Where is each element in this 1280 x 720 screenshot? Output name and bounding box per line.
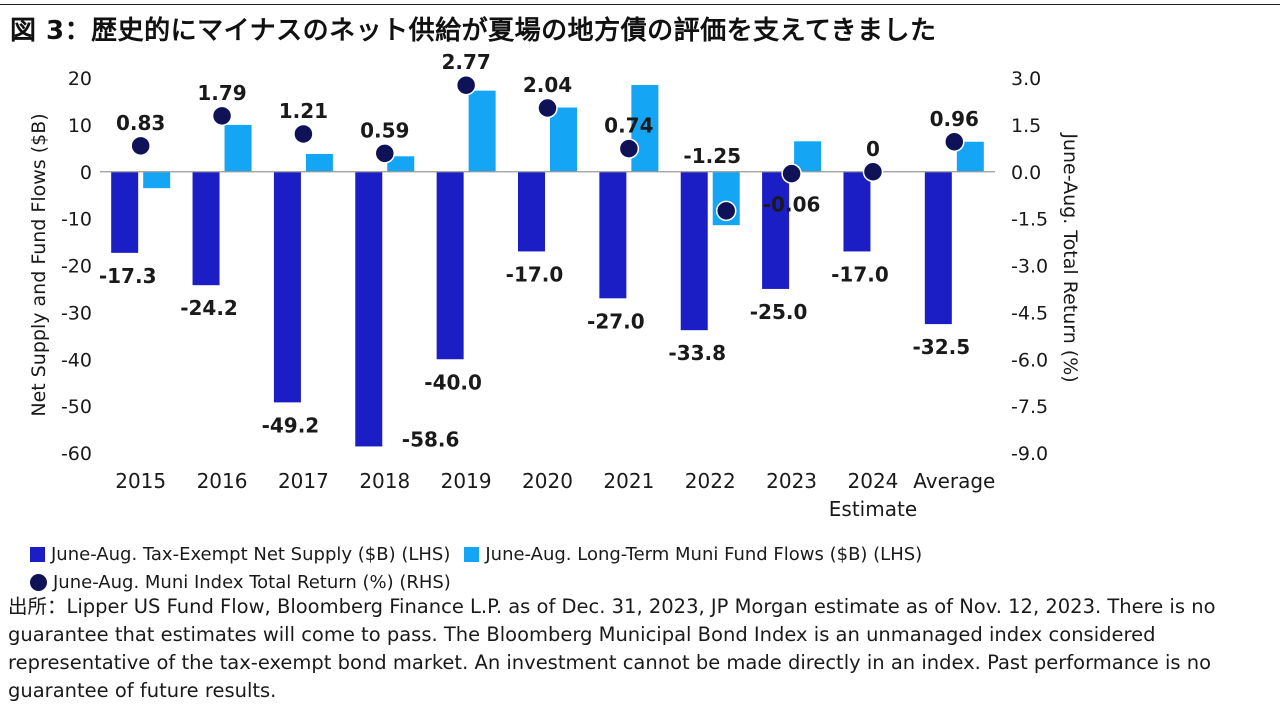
y-tick-label: -40 <box>61 349 92 371</box>
top-rule <box>0 4 1280 5</box>
legend-label-net-supply: June-Aug. Tax-Exempt Net Supply ($B) (LH… <box>51 543 451 565</box>
return-point <box>293 123 314 145</box>
return-data-label: -1.25 <box>683 144 741 168</box>
y2-tick-label: -1.5 <box>1011 209 1048 231</box>
y2-tick-label: -3.0 <box>1011 256 1048 278</box>
x-tick-label: Estimate <box>829 497 917 521</box>
return-point <box>537 97 558 119</box>
y2-tick-label: -4.5 <box>1011 302 1048 324</box>
y2-tick-label: -7.5 <box>1011 396 1048 418</box>
y-tick-label: -10 <box>61 209 92 231</box>
x-tick-label: 2021 <box>603 469 654 493</box>
net-supply-data-label: -27.0 <box>587 309 645 333</box>
net-supply-data-label: -58.6 <box>402 427 460 451</box>
x-tick-label: Average <box>913 469 995 493</box>
return-data-label: -0.06 <box>763 193 821 217</box>
net-supply-data-label: -32.5 <box>912 335 970 359</box>
y2-tick-label: 0.0 <box>1011 162 1041 184</box>
return-data-label: 2.04 <box>523 73 572 97</box>
y-axis-title: Net Supply and Fund Flows ($B) <box>28 113 50 416</box>
x-tick-label: 2017 <box>278 469 329 493</box>
x-tick-label: 2019 <box>441 469 492 493</box>
net-supply-data-label: -17.0 <box>506 262 564 286</box>
y2-tick-label: 3.0 <box>1011 68 1041 90</box>
fund-flow-bar <box>305 153 333 172</box>
y2-tick-label: -9.0 <box>1011 443 1048 465</box>
return-data-label: 1.21 <box>279 99 328 123</box>
return-data-label: 0 <box>866 137 880 161</box>
return-point <box>944 131 965 152</box>
return-data-label: 0.59 <box>360 118 409 142</box>
y2-axis-title: June-Aug. Total Return (%) <box>1059 132 1081 382</box>
fund-flow-bar <box>143 171 171 189</box>
y-tick-label: 0 <box>80 162 92 184</box>
chart: 20 10 0 -10 -20 -30 -40 -50 -60 3.0 1.5 0.0 -1.5 -3.0… <box>28 50 1081 521</box>
net-supply-bar <box>111 171 139 253</box>
y-tick-label: 10 <box>68 115 92 137</box>
x-tick-label: 2020 <box>522 469 573 493</box>
net-supply-data-label: -49.2 <box>262 413 320 437</box>
y-tick-label: -30 <box>61 302 92 324</box>
x-tick-label: 2024 <box>848 469 899 493</box>
source-note: 出所：Lipper US Fund Flow, Bloomberg Financ… <box>8 595 1216 702</box>
y-tick-label: 20 <box>68 68 92 90</box>
return-point <box>715 200 737 222</box>
net-supply-bar <box>843 171 871 252</box>
legend: June-Aug. Tax-Exempt Net Supply ($B) (LH… <box>30 540 936 596</box>
return-data-label: 0.74 <box>604 114 653 138</box>
return-point <box>211 105 233 127</box>
return-data-label: 1.79 <box>197 81 246 105</box>
return-data-label: 0.96 <box>930 107 979 131</box>
return-point <box>862 161 884 182</box>
fund-flow-bar <box>631 85 659 172</box>
x-tick-label: 2015 <box>115 469 166 493</box>
return-point <box>781 163 802 184</box>
net-supply-bar <box>924 171 952 325</box>
legend-label-total-return: June-Aug. Muni Index Total Return (%) (R… <box>53 571 451 593</box>
net-supply-data-label: -25.0 <box>750 300 808 324</box>
net-supply-bar <box>273 171 301 403</box>
net-supply-bar <box>680 171 708 331</box>
legend-swatch-net-supply <box>30 546 45 562</box>
y-tick-label: -60 <box>61 443 92 465</box>
return-point <box>618 138 640 159</box>
net-supply-bar <box>599 171 627 299</box>
legend-label-fund-flows: June-Aug. Long-Term Muni Fund Flows ($B)… <box>485 543 923 565</box>
net-supply-bar <box>192 171 220 286</box>
fund-flow-bar <box>224 124 252 172</box>
y-tick-label: -20 <box>61 256 92 278</box>
legend-swatch-fund-flows <box>464 546 480 562</box>
chart-title: 図 3：歴史的にマイナスのネット供給が夏場の地方債の評価を支えてきました <box>10 16 937 46</box>
return-point <box>374 143 396 164</box>
net-supply-data-label: -17.3 <box>99 264 157 288</box>
legend-swatch-total-return <box>30 573 47 591</box>
return-data-label: 0.83 <box>116 111 165 135</box>
fund-flow-bar <box>550 107 577 172</box>
net-supply-data-label: -17.0 <box>831 262 889 286</box>
net-supply-bar <box>762 171 790 289</box>
return-point <box>455 74 477 96</box>
return-point <box>130 135 151 157</box>
legend-item-total-return: June-Aug. Muni Index Total Return (%) (R… <box>30 572 451 593</box>
x-tick-label: 2016 <box>197 469 248 493</box>
legend-item-fund-flows: June-Aug. Long-Term Muni Fund Flows ($B)… <box>464 544 922 565</box>
x-tick-label: 2023 <box>766 469 817 493</box>
legend-item-net-supply: June-Aug. Tax-Exempt Net Supply ($B) (LH… <box>30 544 450 565</box>
net-supply-bar <box>436 171 464 360</box>
net-supply-bar <box>355 171 383 447</box>
x-tick-label: 2018 <box>359 469 410 493</box>
net-supply-bar <box>518 171 545 252</box>
fund-flow-bar <box>468 90 496 172</box>
y2-tick-label: 1.5 <box>1011 115 1041 137</box>
y2-tick-label: -6.0 <box>1011 349 1048 371</box>
y-tick-label: -50 <box>61 396 92 418</box>
net-supply-data-label: -24.2 <box>180 296 238 320</box>
fund-flow-bar <box>387 156 415 172</box>
net-supply-data-label: -33.8 <box>668 341 726 365</box>
x-tick-label: 2022 <box>685 469 736 493</box>
return-data-label: 2.77 <box>441 50 490 74</box>
net-supply-data-label: -40.0 <box>424 370 482 394</box>
